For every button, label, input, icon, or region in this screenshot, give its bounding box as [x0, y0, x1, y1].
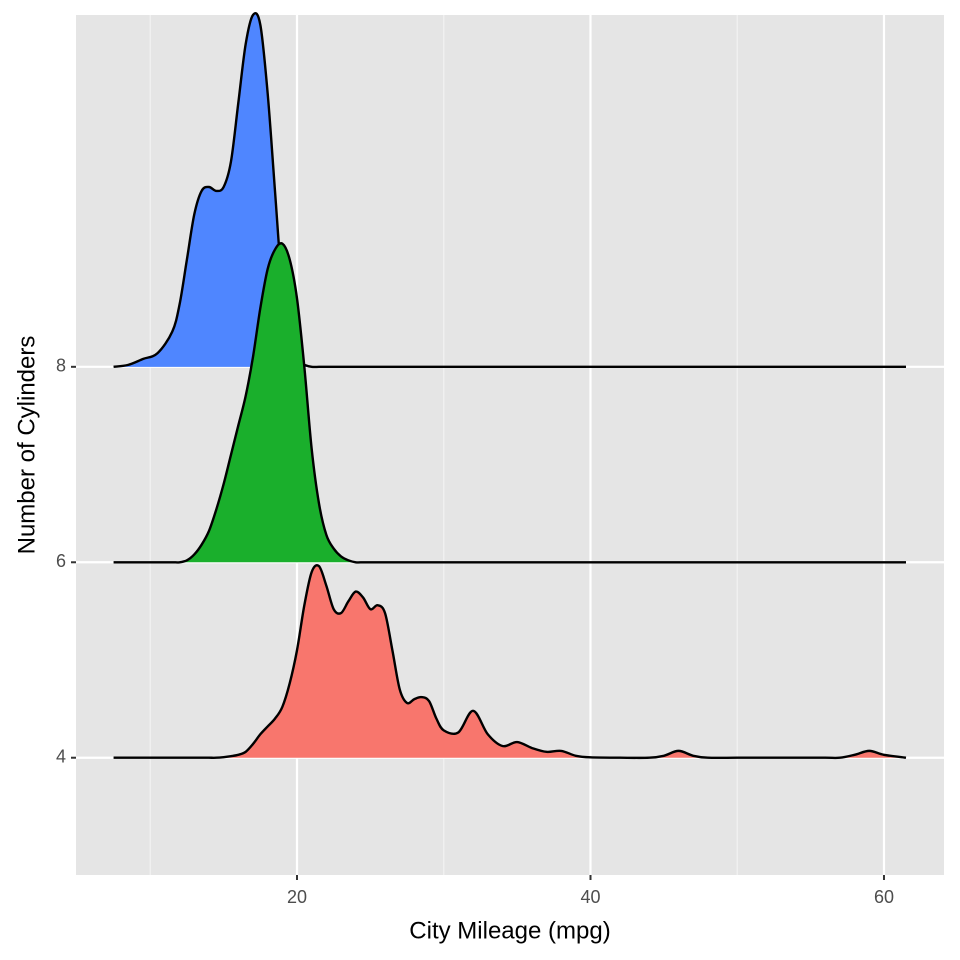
ridge-line — [113, 564, 907, 760]
ridge-area — [113, 565, 906, 758]
y-tick-label: 4 — [56, 746, 66, 766]
x-tick-label: 60 — [874, 887, 894, 907]
y-tick-label: 8 — [56, 356, 66, 376]
ridge-line — [113, 12, 906, 369]
y-axis-title: Number of Cylinders — [13, 336, 40, 555]
ridge-line — [113, 242, 906, 564]
y-tick-label: 6 — [56, 551, 66, 571]
x-tick-label: 20 — [287, 887, 307, 907]
x-tick-label: 40 — [580, 887, 600, 907]
ridge-area — [113, 13, 906, 367]
x-axis-title: City Mileage (mpg) — [409, 917, 610, 944]
ridge-area — [113, 243, 906, 563]
panel — [76, 15, 944, 875]
